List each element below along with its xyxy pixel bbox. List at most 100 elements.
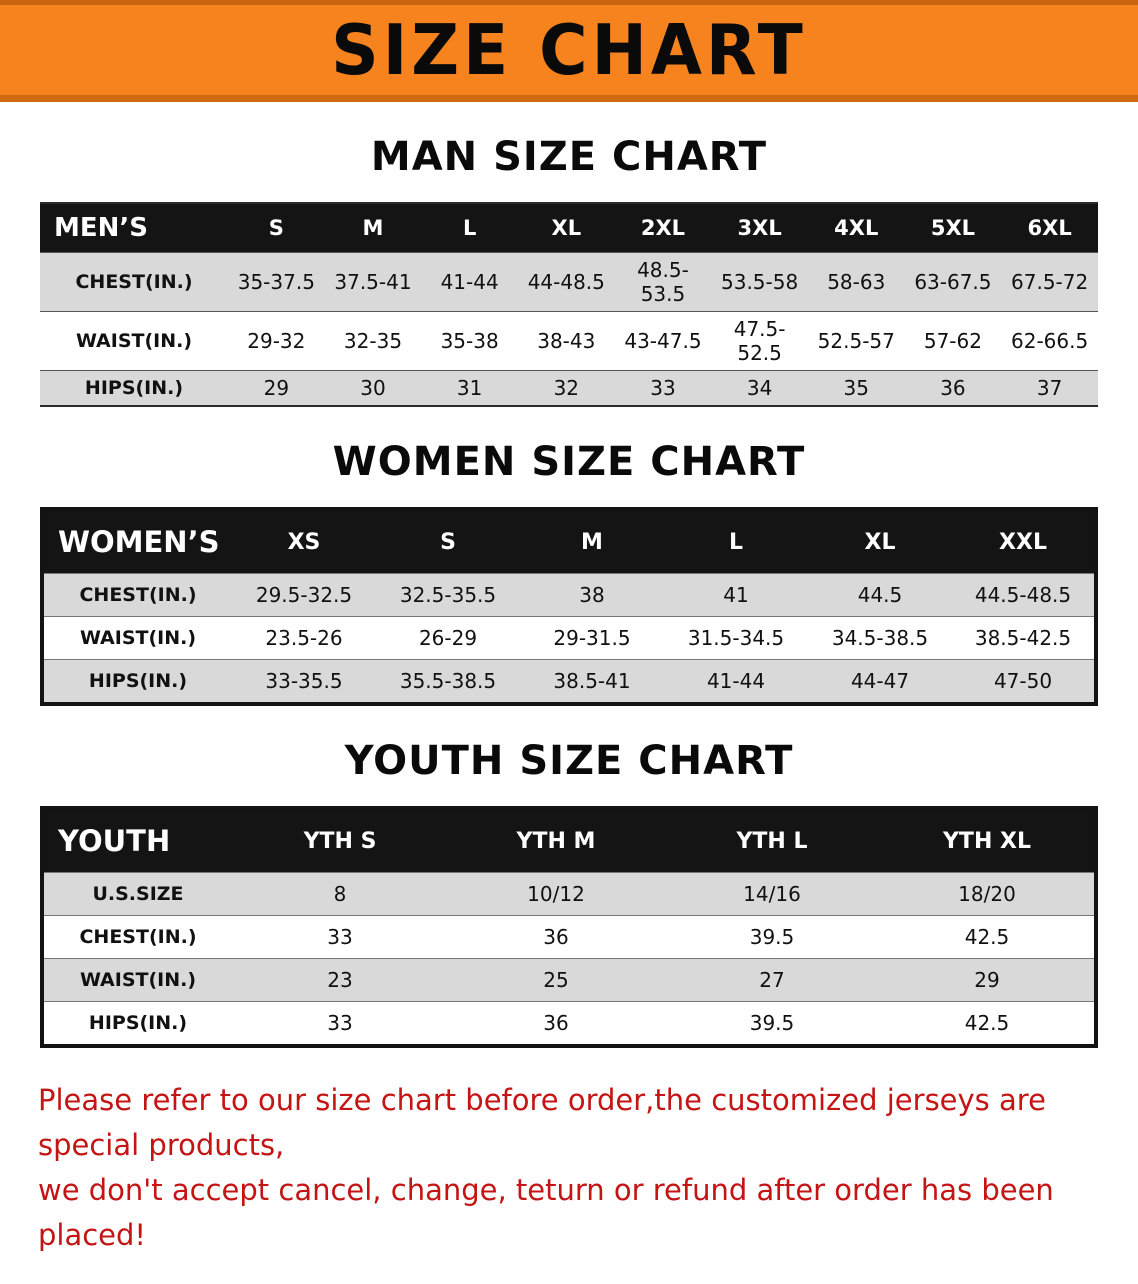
size-chart-banner: SIZE CHART [0, 0, 1138, 102]
table-row: HIPS(IN.) 29 30 31 32 33 34 35 36 37 [40, 370, 1098, 406]
value-cell: 39.5 [749, 1011, 795, 1035]
value-cell: 37.5-41 [334, 270, 412, 294]
mens-size-table-section: MAN SIZE CHART MEN’S S M L XL 2XL 3XL 4XL 5XL 6XL C… [0, 134, 1138, 407]
page-title: SIZE CHART [331, 9, 807, 91]
table-row: HIPS(IN.) 33 36 39.5 42.5 [42, 1001, 1096, 1046]
table-row: CHEST(IN.) 33 36 39.5 42.5 [42, 915, 1096, 959]
disclaimer-line-2: we don't accept cancel, change, teturn o… [38, 1172, 1054, 1252]
value-cell: 57-62 [923, 329, 982, 353]
value-cell: 39.5 [749, 925, 795, 949]
value-cell: 23 [327, 968, 353, 992]
row-label-cell: CHEST(IN.) [79, 584, 197, 606]
section-heading: MAN SIZE CHART [370, 134, 768, 180]
value-cell: 67.5-72 [1011, 270, 1089, 294]
section-heading: YOUTH SIZE CHART [344, 738, 794, 784]
youth-size-table: YOUTH YTH S YTH M YTH L YTH XL U.S.SIZE 8 10/12… [40, 806, 1098, 1048]
row-label-cell: WAIST(IN.) [79, 969, 197, 991]
value-cell: 33 [327, 925, 353, 949]
table-row: WAIST(IN.) 23.5-26 26-29 29-31.5 31.5-34.5 34… [42, 616, 1096, 660]
value-cell: 30 [360, 376, 386, 400]
row-label-cell: CHEST(IN.) [75, 271, 193, 293]
size-header-cell: YTH XL [880, 808, 1096, 873]
value-cell: 29.5-32.5 [255, 583, 353, 607]
value-cell: 62-66.5 [1011, 329, 1089, 353]
table-header-row: MEN’S S M L XL 2XL 3XL 4XL 5XL 6XL [40, 203, 1098, 253]
value-cell: 35 [843, 376, 869, 400]
table-row: HIPS(IN.) 33-35.5 35.5-38.5 38.5-41 41-44 44-… [42, 659, 1096, 704]
value-cell: 43-47.5 [624, 329, 702, 353]
value-cell: 47-50 [993, 669, 1053, 693]
value-cell: 48.5-53.5 [637, 258, 689, 306]
table-title-cell: WOMEN’S [42, 509, 232, 574]
table-title-cell: YOUTH [42, 808, 232, 873]
table-row: U.S.SIZE 8 10/12 14/16 18/20 [42, 872, 1096, 916]
value-cell: 36 [543, 925, 569, 949]
mens-size-table: MEN’S S M L XL 2XL 3XL 4XL 5XL 6XL CHEST(IN.) 35-37… [40, 202, 1098, 407]
value-cell: 38.5-41 [553, 669, 631, 693]
womens-size-table-section: WOMEN SIZE CHART WOMEN’S XS S M L XL XXL CHEST(I… [0, 439, 1138, 706]
value-cell: 31 [456, 376, 483, 400]
value-cell: 34 [746, 376, 773, 400]
value-cell: 23.5-26 [265, 626, 343, 650]
value-cell: 44-47 [850, 669, 910, 693]
row-label-cell: HIPS(IN.) [84, 377, 184, 399]
value-cell: 44-48.5 [527, 270, 605, 294]
size-header-cell: M [324, 203, 422, 253]
value-cell: 33 [327, 1011, 353, 1035]
table-header-row: WOMEN’S XS S M L XL XXL [42, 509, 1096, 574]
section-heading: WOMEN SIZE CHART [332, 439, 806, 485]
value-cell: 29-31.5 [553, 626, 631, 650]
value-cell: 34.5-38.5 [831, 626, 929, 650]
row-label-cell: WAIST(IN.) [75, 330, 193, 352]
value-cell: 8 [333, 882, 347, 906]
value-cell: 41-44 [440, 270, 499, 294]
value-cell: 44.5-48.5 [974, 583, 1072, 607]
value-cell: 10/12 [527, 882, 585, 906]
value-cell: 58-63 [827, 270, 886, 294]
value-cell: 35-37.5 [237, 270, 315, 294]
disclaimer: Please refer to our size chart before or… [38, 1078, 1100, 1258]
value-cell: 32.5-35.5 [399, 583, 497, 607]
value-cell: 29 [263, 376, 290, 400]
value-cell: 31.5-34.5 [687, 626, 785, 650]
row-label-cell: HIPS(IN.) [88, 670, 188, 692]
disclaimer-line-1: Please refer to our size chart before or… [38, 1083, 1046, 1162]
size-header-cell: L [421, 203, 518, 253]
size-header-cell: XL [517, 203, 615, 253]
value-cell: 44.5 [857, 583, 903, 607]
value-cell: 38-43 [537, 329, 596, 353]
size-header-cell: L [664, 509, 808, 574]
table-row: WAIST(IN.) 29-32 32-35 35-38 38-43 43-47.5 47.… [40, 311, 1098, 371]
value-cell: 33-35.5 [265, 669, 343, 693]
sections: MAN SIZE CHART MEN’S S M L XL 2XL 3XL 4XL 5XL 6XL C… [0, 134, 1138, 1048]
value-cell: 52.5-57 [817, 329, 895, 353]
value-cell: 35-38 [440, 329, 499, 353]
size-header-cell: YTH M [448, 808, 664, 873]
value-cell: 25 [543, 968, 569, 992]
size-header-cell: 5XL [904, 203, 1002, 253]
value-cell: 33 [650, 376, 676, 400]
table-header-row: YOUTH YTH S YTH M YTH L YTH XL [42, 808, 1096, 873]
size-header-cell: YTH L [664, 808, 880, 873]
value-cell: 41 [723, 583, 749, 607]
value-cell: 53.5-58 [721, 270, 799, 294]
size-header-cell: XS [232, 509, 376, 574]
row-label-cell: CHEST(IN.) [79, 926, 197, 948]
size-header-cell: 4XL [807, 203, 905, 253]
value-cell: 29-32 [247, 329, 306, 353]
value-cell: 38 [579, 583, 605, 607]
value-cell: 63-67.5 [914, 270, 992, 294]
value-cell: 36 [543, 1011, 569, 1035]
value-cell: 37 [1036, 376, 1063, 400]
value-cell: 32 [553, 376, 580, 400]
value-cell: 14/16 [743, 882, 801, 906]
row-label-cell: U.S.SIZE [92, 883, 184, 905]
size-header-cell: 2XL [614, 203, 712, 253]
size-header-cell: S [376, 509, 520, 574]
value-cell: 26-29 [418, 626, 478, 650]
value-cell: 18/20 [958, 882, 1016, 906]
value-cell: 42.5 [964, 925, 1010, 949]
table-title-cell: MEN’S [40, 203, 228, 253]
womens-size-table: WOMEN’S XS S M L XL XXL CHEST(IN.) 29.5-32.5 32.5… [40, 507, 1098, 706]
table-row: CHEST(IN.) 35-37.5 37.5-41 41-44 44-48.5 48.5… [40, 252, 1098, 312]
